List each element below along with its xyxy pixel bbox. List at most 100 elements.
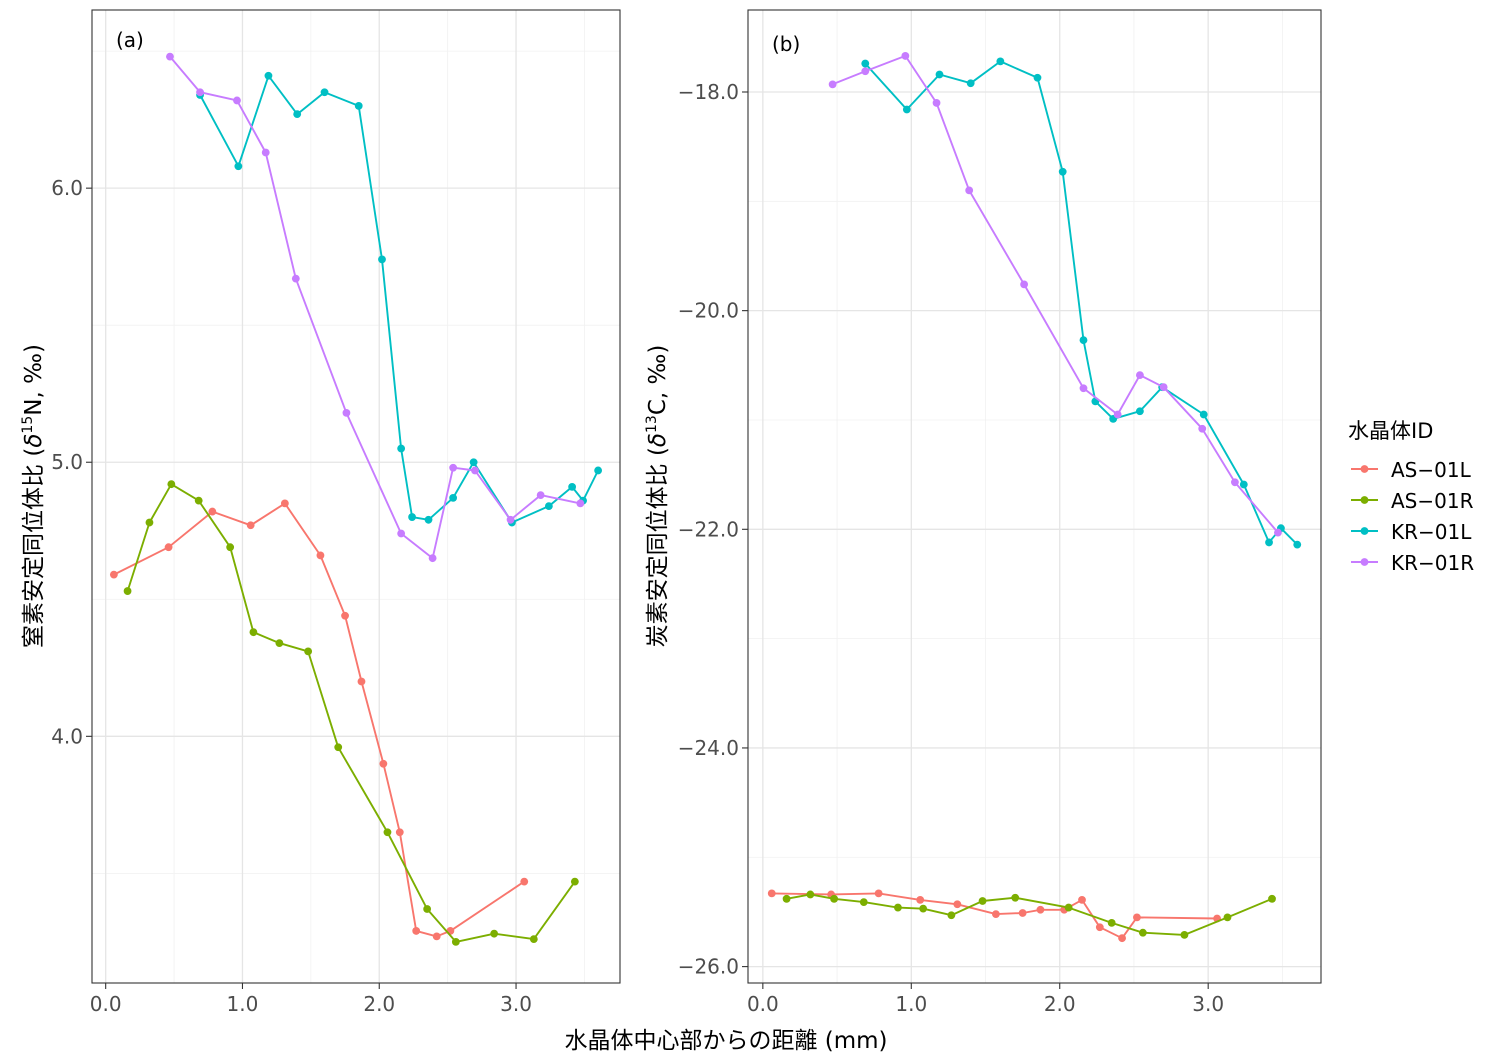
y-tick-label: −24.0	[678, 736, 739, 760]
data-point-kr-01l	[449, 493, 458, 502]
x-tick-label: 1.0	[227, 992, 259, 1016]
x-axis-title: 水晶体中心部からの距離 (mm)	[564, 1028, 887, 1054]
data-point-kr-01l	[935, 70, 944, 79]
legend-label: AS−01R	[1391, 489, 1474, 513]
data-point-as-01l	[379, 759, 388, 768]
data-point-kr-01l	[354, 102, 363, 110]
data-point-as-01r	[1180, 930, 1189, 939]
data-point-as-01r	[423, 905, 432, 913]
data-point-kr-01r	[342, 409, 351, 417]
data-point-as-01r	[1138, 928, 1147, 937]
panel-b-y-axis-title: 炭素安定同位体比 (δ13C, ‰)	[644, 345, 671, 648]
panel-b-series	[767, 52, 1302, 943]
data-point-kr-01r	[1079, 384, 1088, 393]
data-point-kr-01l	[264, 71, 273, 80]
legend-label: KR−01L	[1391, 520, 1472, 544]
data-point-as-01r	[529, 935, 538, 944]
data-point-as-01r	[1011, 893, 1020, 902]
x-tick-label: 0.0	[90, 992, 122, 1016]
legend-entry-as-01l: AS−01L	[1351, 458, 1472, 482]
data-point-kr-01l	[996, 57, 1005, 66]
data-point-as-01l	[1036, 905, 1045, 914]
data-point-kr-01l	[1265, 538, 1273, 547]
data-point-as-01r	[570, 877, 579, 886]
legend: 水晶体ID AS−01L AS−01R KR−01L KR−01R	[1348, 419, 1474, 575]
data-point-kr-01r	[1159, 383, 1168, 392]
data-point-kr-01l	[408, 513, 416, 521]
data-point-as-01l	[874, 889, 883, 898]
data-point-as-01r	[383, 828, 392, 837]
data-point-kr-01l	[1058, 167, 1067, 176]
data-point-as-01r	[859, 898, 868, 906]
data-point-as-01l	[1118, 934, 1126, 943]
x-tick-label: 2.0	[1044, 992, 1076, 1016]
panel-a: 0.0 1.0 2.0 3.0 4.0 5.0 6.0 (a) 窒素安定同位体比 (δ15…	[20, 9, 621, 1016]
data-point-as-01r	[145, 518, 154, 527]
data-point-kr-01l	[861, 59, 870, 68]
data-point-kr-01r	[397, 529, 406, 538]
data-point-as-01l	[1018, 909, 1027, 917]
data-point-as-01l	[1133, 913, 1141, 922]
legend-entry-kr-01r: KR−01R	[1351, 551, 1474, 575]
data-point-as-01r	[1064, 903, 1073, 912]
panel-a-grid	[92, 10, 620, 983]
data-point-kr-01r	[1274, 528, 1282, 537]
data-point-kr-01l	[1135, 407, 1144, 416]
y-tick-label: −22.0	[678, 517, 739, 541]
panel-b-border	[747, 9, 1322, 984]
data-point-kr-01l	[1199, 410, 1208, 419]
data-point-kr-01r	[449, 463, 458, 472]
data-point-as-01l	[280, 499, 289, 508]
data-point-as-01l	[316, 551, 325, 560]
data-point-as-01r	[1268, 894, 1276, 903]
series-as-01r	[123, 480, 579, 946]
data-point-as-01r	[275, 639, 284, 648]
data-point-as-01r	[249, 628, 258, 637]
y-tick-label: −18.0	[678, 80, 739, 104]
data-point-kr-01l	[902, 105, 911, 114]
panel-b-x-axis: 0.0 1.0 2.0 3.0	[747, 983, 1224, 1016]
data-point-kr-01r	[1020, 280, 1029, 289]
data-point-as-01l	[1095, 923, 1104, 932]
panel-a-y-axis: 4.0 5.0 6.0	[51, 176, 92, 748]
data-point-as-01l	[208, 507, 217, 516]
data-point-kr-01l	[1033, 73, 1042, 82]
data-point-as-01r	[226, 543, 235, 552]
data-point-kr-01r	[1231, 478, 1239, 487]
legend-key-point	[1360, 465, 1369, 473]
data-point-as-01l	[164, 543, 173, 552]
data-point-kr-01r	[536, 491, 545, 500]
data-point-kr-01r	[506, 515, 515, 524]
panel-a-border	[91, 9, 621, 984]
legend-key-point	[1360, 496, 1369, 504]
data-point-kr-01l	[469, 458, 478, 467]
panel-b-label: (b)	[772, 32, 800, 56]
data-point-kr-01l	[594, 466, 603, 475]
data-point-kr-01r	[861, 67, 870, 76]
data-point-kr-01r	[428, 554, 437, 563]
data-point-as-01r	[1107, 918, 1116, 927]
data-point-as-01r	[806, 890, 815, 899]
data-point-kr-01r	[291, 274, 300, 283]
data-point-as-01l	[916, 896, 925, 904]
data-point-as-01r	[123, 587, 132, 595]
data-point-as-01r	[919, 904, 928, 913]
data-point-as-01l	[395, 828, 404, 837]
data-point-kr-01l	[568, 483, 577, 491]
data-point-kr-01r	[196, 88, 204, 97]
data-point-as-01r	[894, 903, 902, 912]
data-point-kr-01r	[932, 99, 941, 107]
data-point-as-01l	[341, 611, 349, 620]
data-point-kr-01l	[966, 79, 975, 88]
x-tick-label: 3.0	[1192, 992, 1224, 1016]
data-point-as-01l	[1078, 896, 1086, 904]
data-point-as-01l	[767, 889, 776, 898]
data-point-as-01r	[334, 743, 343, 752]
y-tick-label: 4.0	[51, 724, 83, 748]
data-point-kr-01l	[320, 88, 329, 97]
data-point-as-01r	[978, 897, 987, 905]
data-point-as-01l	[412, 927, 421, 935]
data-point-as-01r	[490, 929, 499, 938]
data-point-kr-01r	[901, 52, 910, 60]
series-line-as-01l	[771, 892, 1218, 940]
